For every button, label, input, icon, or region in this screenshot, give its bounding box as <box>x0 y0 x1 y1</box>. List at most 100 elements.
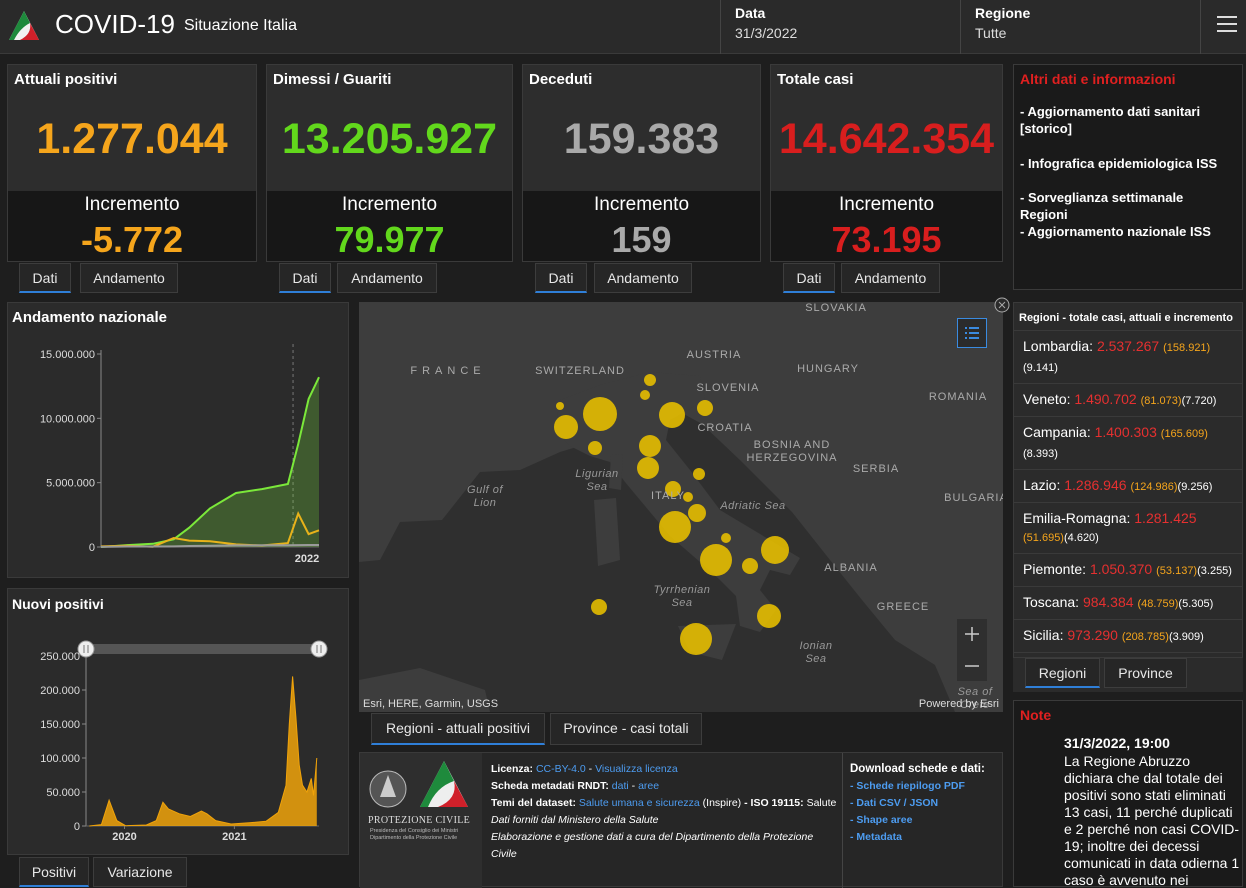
y-tick-label: 200.000 <box>40 685 80 697</box>
map-label: Ligurian Sea <box>575 468 619 493</box>
license-row: Scheda metadati RNDT: dati - aree <box>491 778 841 795</box>
license-link[interactable]: dati <box>611 780 629 792</box>
map[interactable]: SLOVAKIA AUSTRIA HUNGARY FRANCE SWITZERLAND S… <box>359 302 1003 712</box>
info-link[interactable]: - Aggiornamento dati sanitari [storico] <box>1020 104 1201 136</box>
region-item[interactable]: Emilia-Romagna: 1.281.425 (51.695)(4.620… <box>1014 503 1242 554</box>
region-item[interactable]: Sicilia: 973.290 (208.785)(3.909) <box>1014 620 1242 653</box>
download-row: - Metadata <box>850 829 1000 846</box>
map-label: ROMANIA <box>928 391 988 403</box>
map-bubble[interactable] <box>665 481 681 497</box>
tab[interactable]: Dati <box>783 263 835 293</box>
download-row: - Dati CSV / JSON <box>850 795 1000 812</box>
map-label: GREECE <box>876 601 930 613</box>
map-bubble[interactable] <box>659 511 691 543</box>
info-link[interactable]: - Sorveglianza settimanale Regioni <box>1020 190 1184 222</box>
map-bubble[interactable] <box>742 558 758 574</box>
license-row: Licenza: CC-BY-4.0 - Visualizza licenza <box>491 761 841 778</box>
map-bubble[interactable] <box>680 623 712 655</box>
download-link[interactable]: - Schede riepilogo PDF <box>850 780 965 792</box>
license-link[interactable]: CC-BY-4.0 <box>535 763 586 775</box>
map-bubble[interactable] <box>659 402 685 428</box>
region-item[interactable]: Piemonte: 1.050.370 (53.137)(3.255) <box>1014 554 1242 587</box>
card-bottom <box>771 191 1002 261</box>
map-bubble[interactable] <box>757 604 781 628</box>
tab[interactable]: Dati <box>19 263 71 293</box>
download-link[interactable]: - Shape aree <box>850 814 913 826</box>
region-item[interactable]: Campania: 1.400.303 (165.609) (8.393) <box>1014 417 1242 470</box>
license-link[interactable]: Visualizza licenza <box>595 763 678 775</box>
map-label: HUNGARY <box>797 363 859 375</box>
slider-handle[interactable] <box>77 640 95 658</box>
stat-card: Attuali positivi 1.277.044 Incremento -5.77… <box>7 64 257 262</box>
tab[interactable]: Province - casi totali <box>550 713 702 745</box>
map-bubble[interactable] <box>640 390 650 400</box>
download-link[interactable]: - Metadata <box>850 831 902 843</box>
tab[interactable]: Positivi <box>19 857 89 887</box>
tab[interactable]: Andamento <box>80 263 178 293</box>
region-item[interactable]: Veneto: 1.490.702 (81.073)(7.720) <box>1014 384 1242 417</box>
map-bubble[interactable] <box>554 415 578 439</box>
series-area <box>101 377 319 547</box>
map-bubble[interactable] <box>583 397 617 431</box>
license-text: (Inspire) <box>702 797 742 809</box>
info-title: Altri dati e informazioni <box>1020 71 1176 87</box>
map-bubble[interactable] <box>644 374 656 386</box>
regions-title: Regioni - totale casi, attuali e increme… <box>1014 303 1242 331</box>
tab[interactable]: Variazione <box>93 857 187 887</box>
map-bubble[interactable] <box>637 457 659 479</box>
region-name: Campania: <box>1023 424 1091 440</box>
region-item[interactable]: Lombardia: 2.537.267 (158.921) (9.141) <box>1014 331 1242 384</box>
region-name: Lazio: <box>1023 477 1061 493</box>
land <box>594 498 620 566</box>
map-bubble[interactable] <box>693 468 705 480</box>
chart-plot: 0 50.000 100.000 150.000 200.000 250.000 2020 2… <box>40 640 328 843</box>
map-bubble[interactable] <box>591 599 607 615</box>
chart-title: Nuovi positivi <box>12 596 104 612</box>
date-value[interactable]: 31/3/2022 <box>735 25 798 41</box>
y-tick-label: 5.000.000 <box>46 478 95 490</box>
tab[interactable]: Regioni - attuali positivi <box>371 713 545 745</box>
download-link[interactable]: - Dati CSV / JSON <box>850 797 939 809</box>
license-link[interactable]: Salute umana e sicurezza <box>578 797 700 809</box>
region-total: 984.384 <box>1082 594 1134 610</box>
y-tick-label: 100.000 <box>40 753 80 765</box>
info-link[interactable]: - Aggiornamento nazionale ISS <box>1020 224 1211 239</box>
region-item[interactable]: Toscana: 984.384 (48.759)(5.305) <box>1014 587 1242 620</box>
map-bubble[interactable] <box>688 504 706 522</box>
region-item[interactable]: Lazio: 1.286.946 (124.986)(9.256) <box>1014 470 1242 503</box>
separator <box>960 0 961 54</box>
tab[interactable]: Dati <box>535 263 587 293</box>
tab[interactable]: Regioni <box>1025 658 1100 688</box>
stat-card: Totale casi 14.642.354 Incremento 73.195 <box>770 64 1003 262</box>
map-label: FRANCE <box>410 365 486 377</box>
region-value[interactable]: Tutte <box>975 25 1007 41</box>
region-name: Emilia-Romagna: <box>1023 510 1131 526</box>
map-bubble[interactable] <box>683 492 693 502</box>
region-active: (165.609) <box>1160 428 1208 440</box>
tab[interactable]: Dati <box>279 263 331 293</box>
legend-button[interactable] <box>957 318 987 348</box>
card-title: Totale casi <box>777 71 854 88</box>
y-tick-label: 50.000 <box>46 787 80 799</box>
map-bubble[interactable] <box>639 435 661 457</box>
tab[interactable]: Andamento <box>337 263 437 293</box>
map-bubble[interactable] <box>721 533 731 543</box>
map-bubble[interactable] <box>697 400 713 416</box>
tab[interactable]: Andamento <box>594 263 692 293</box>
fullscreen-button[interactable] <box>994 297 1010 313</box>
card-increment-label: Incremento <box>84 194 180 215</box>
slider-handle[interactable] <box>310 640 328 658</box>
map-bubble[interactable] <box>556 402 564 410</box>
region-total: 1.286.946 <box>1064 477 1127 493</box>
map-bubble[interactable] <box>761 536 789 564</box>
menu-button[interactable] <box>1217 15 1237 33</box>
region-name: Toscana: <box>1023 594 1080 610</box>
map-bubble[interactable] <box>588 441 602 455</box>
tab[interactable]: Province <box>1104 658 1187 688</box>
region-deceased: (9.256) <box>1177 481 1213 493</box>
map-bubble[interactable] <box>700 544 732 576</box>
info-link[interactable]: - Infografica epidemiologica ISS <box>1020 156 1218 171</box>
zoom-controls[interactable] <box>957 619 987 681</box>
tab[interactable]: Andamento <box>841 263 940 293</box>
license-link[interactable]: aree <box>638 780 660 792</box>
